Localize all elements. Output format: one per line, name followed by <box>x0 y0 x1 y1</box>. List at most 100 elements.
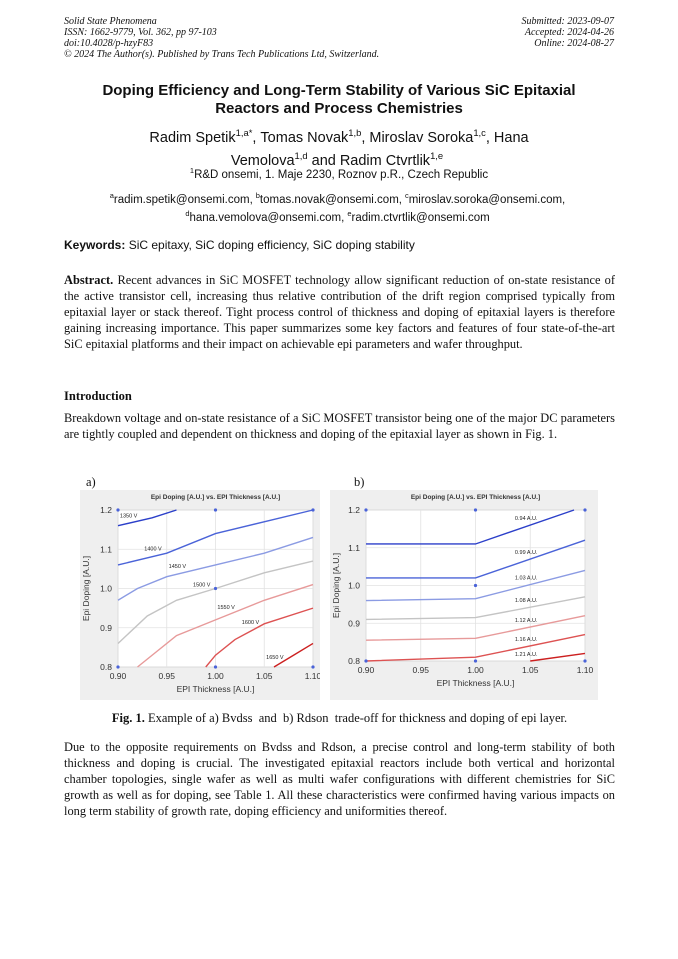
line-label: 1550 V <box>217 605 235 611</box>
author-name: Hana Vemolova <box>230 129 529 169</box>
author-name: Miroslav Soroka <box>369 129 474 146</box>
email-address: hana.vemolova@onsemi.com, <box>189 211 345 224</box>
x-tick-label: 1.10 <box>577 665 594 675</box>
y-tick-label: 0.9 <box>348 618 360 628</box>
authors: Radim Spetik1,a*, Tomas Novak1,b, Miroslav… <box>80 124 598 170</box>
caption-text: Example of a) Bvdss and b) Rdson trade-o… <box>147 711 568 725</box>
header-line: © 2024 The Author(s). Published by Trans… <box>64 49 380 60</box>
abstract-text: Recent advances in SiC MOSFET technology… <box>64 273 615 351</box>
header-line: Online: 2024-08-27 <box>534 38 614 49</box>
paper-title: Doping Efficiency and Long-Term Stabilit… <box>102 82 576 117</box>
email: eradim.ctvrtlik@onsemi.com <box>347 208 490 224</box>
design-point <box>364 659 368 663</box>
design-point <box>213 586 218 591</box>
design-point <box>311 508 315 512</box>
chart-title: Epi Doping [A.U.] vs. EPI Thickness [A.U… <box>151 494 280 501</box>
emails: aradim.spetik@onsemi.com, btomas.novak@on… <box>80 189 598 225</box>
header-line: Accepted: 2024-04-26 <box>524 27 614 38</box>
design-point <box>116 508 120 512</box>
email: cmiroslav.soroka@onsemi.com, <box>404 191 565 206</box>
email-address: radim.spetik@onsemi.com, <box>113 193 253 206</box>
header-line: ISSN: 1662-9779, Vol. 362, pp 97-103 <box>64 27 217 38</box>
line-label: 1350 V <box>120 513 138 519</box>
design-point <box>473 659 478 663</box>
x-tick-label: 0.95 <box>158 671 175 681</box>
header-line: Submitted: 2023-09-07 <box>521 16 615 27</box>
contour-line <box>137 583 314 668</box>
x-tick-label: 0.95 <box>412 665 429 675</box>
y-tick-label: 0.8 <box>100 662 112 672</box>
design-point <box>311 665 315 669</box>
author-name: Tomas Novak <box>260 129 349 146</box>
abstract-label: Abstract. <box>64 273 114 287</box>
contour-line <box>366 509 575 545</box>
header-line: Solid State Phenomena <box>64 16 157 27</box>
keywords-text: SiC epitaxy, SiC doping efficiency, SiC … <box>128 238 415 252</box>
x-tick-label: 0.90 <box>110 671 127 681</box>
email-address: radim.ctvrtlik@onsemi.com <box>351 211 490 224</box>
email-sup: d <box>185 208 190 218</box>
abstract: Abstract. Recent advances in SiC MOSFET … <box>64 272 615 352</box>
author: Miroslav Soroka1,c, <box>369 127 490 146</box>
affiliation-text: R&D onsemi, 1. Maje 2230, Roznov p.R., C… <box>194 168 489 181</box>
email-sup: a <box>109 191 114 200</box>
contour-line <box>117 509 177 527</box>
body-paragraph: Due to the opposite requirements on Bvds… <box>64 740 615 818</box>
line-label: 1650 V <box>266 655 284 661</box>
chart: Epi Doping [A.U.] vs. EPI Thickness [A.U… <box>330 490 598 700</box>
email-sup: b <box>255 191 260 200</box>
line-label: 1450 V <box>169 564 187 570</box>
y-tick-label: 1.0 <box>100 584 112 594</box>
header-left: Solid State Phenomena ISSN: 1662-9779, Vo… <box>64 16 379 60</box>
x-tick-label: 1.10 <box>305 671 320 681</box>
contour-line <box>117 509 314 566</box>
line-label: 1.08 A.U. <box>515 598 538 604</box>
chart: Epi Doping [A.U.] vs. EPI Thickness [A.U… <box>80 490 320 700</box>
header-right: Submitted: 2023-09-07 Accepted: 2024-04-2… <box>522 16 615 49</box>
contour-line <box>365 615 586 641</box>
design-point <box>116 665 120 669</box>
author: Tomas Novak1,b, <box>260 127 366 146</box>
introduction-text: Breakdown voltage and on-state resistanc… <box>64 411 615 441</box>
author-separator: and <box>311 152 336 169</box>
contour-line <box>530 652 586 662</box>
x-tick-label: 1.05 <box>256 671 273 681</box>
author-sup: 1,b <box>348 127 362 138</box>
header-line: doi:10.4028/p-hzyF83 <box>64 38 154 49</box>
x-axis-label: EPI Thickness [A.U.] <box>177 684 255 694</box>
email-sup: c <box>404 191 409 200</box>
panel-label: b) <box>354 475 365 489</box>
x-tick-label: 0.90 <box>358 665 375 675</box>
line-label: 0.99 A.U. <box>515 550 538 556</box>
contour-line <box>366 539 586 579</box>
author-sup: 1,c <box>473 127 486 138</box>
x-axis-label: EPI Thickness [A.U.] <box>437 678 515 688</box>
affiliation-sup: 1 <box>189 166 195 175</box>
keywords: Keywords: SiC epitaxy, SiC doping effici… <box>64 238 415 252</box>
y-axis-label: Epi Doping [A.U.] <box>81 556 91 621</box>
design-point <box>473 508 478 512</box>
x-tick-label: 1.00 <box>207 671 224 681</box>
email-address: tomas.novak@onsemi.com, <box>259 193 402 206</box>
keywords-label: Keywords: <box>64 238 126 252</box>
line-label: 0.94 A.U. <box>515 516 538 522</box>
contour-line <box>117 536 314 601</box>
author-sup: 1,a* <box>235 127 253 138</box>
design-point <box>583 508 587 512</box>
x-tick-label: 1.05 <box>522 665 539 675</box>
y-tick-label: 0.8 <box>348 656 360 666</box>
line-label: 1400 V <box>144 547 162 553</box>
contour-line <box>365 569 586 602</box>
y-tick-label: 1.0 <box>348 581 360 591</box>
contour-line <box>365 633 586 662</box>
line-label: 1600 V <box>242 620 260 626</box>
affiliation: 1R&D onsemi, 1. Maje 2230, Roznov p.R., … <box>60 166 618 181</box>
author-separator: , <box>361 129 366 146</box>
contour-line <box>273 642 314 668</box>
line-label: 1500 V <box>193 582 211 588</box>
email-sup: e <box>347 208 352 218</box>
author-separator: , <box>252 129 257 146</box>
figure-caption: Fig. 1. Example of a) Bvdss and b) Rdson… <box>64 711 615 726</box>
